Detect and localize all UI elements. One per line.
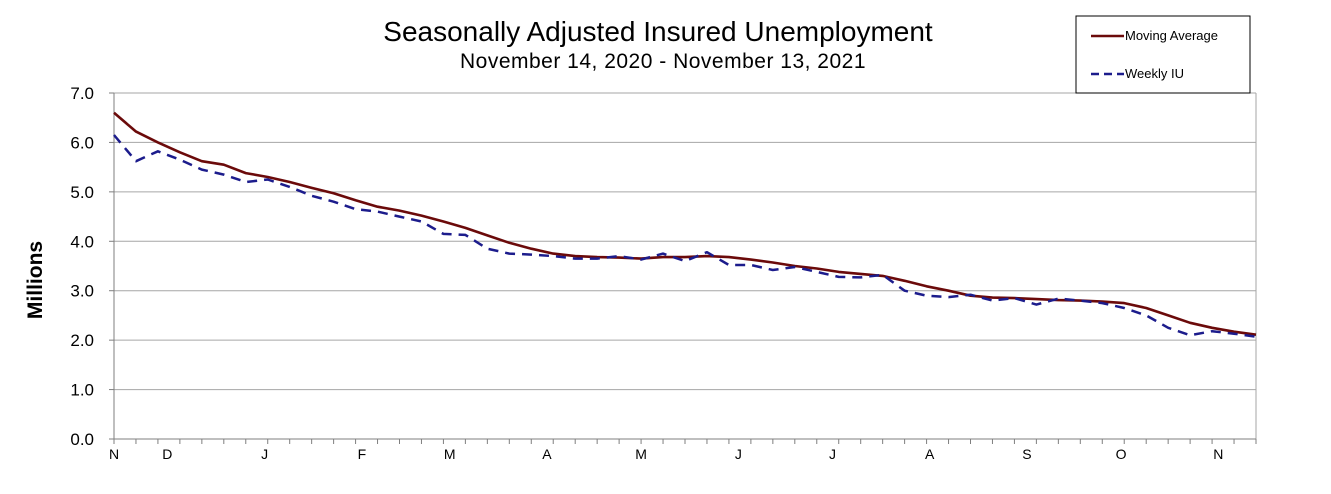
legend-box [1075,15,1251,94]
x-tick-label: J [261,446,268,462]
x-tick-label: F [358,446,367,462]
x-tick-label: N [1213,446,1223,462]
y-tick-label: 0.0 [70,430,94,449]
chart-subtitle: November 14, 2020 - November 13, 2021 [459,50,867,73]
legend-label: Moving Average [1125,28,1218,43]
y-tick-label: 2.0 [70,331,94,350]
series-line-weekly-iu [113,134,1257,338]
x-tick-label: A [542,446,552,462]
x-tick-label: D [162,446,172,462]
y-tick-label: 5.0 [70,183,94,202]
legend-label: Weekly IU [1125,66,1184,81]
y-tick-label: 4.0 [70,232,94,251]
x-tick-label: J [735,446,742,462]
x-tick-label: N [109,446,119,462]
y-tick-label: 3.0 [70,282,94,301]
y-tick-label: 6.0 [70,133,94,152]
x-tick-label: M [444,446,456,462]
y-tick-label: 7.0 [70,84,94,103]
x-tick-label: A [925,446,935,462]
y-tick-label: 1.0 [70,381,94,400]
x-tick-label: S [1022,446,1031,462]
x-tick-label: O [1116,446,1127,462]
chart-title: Seasonally Adjusted Insured Unemployment [383,16,933,47]
x-tick-label: M [635,446,647,462]
x-tick-label: J [829,446,836,462]
